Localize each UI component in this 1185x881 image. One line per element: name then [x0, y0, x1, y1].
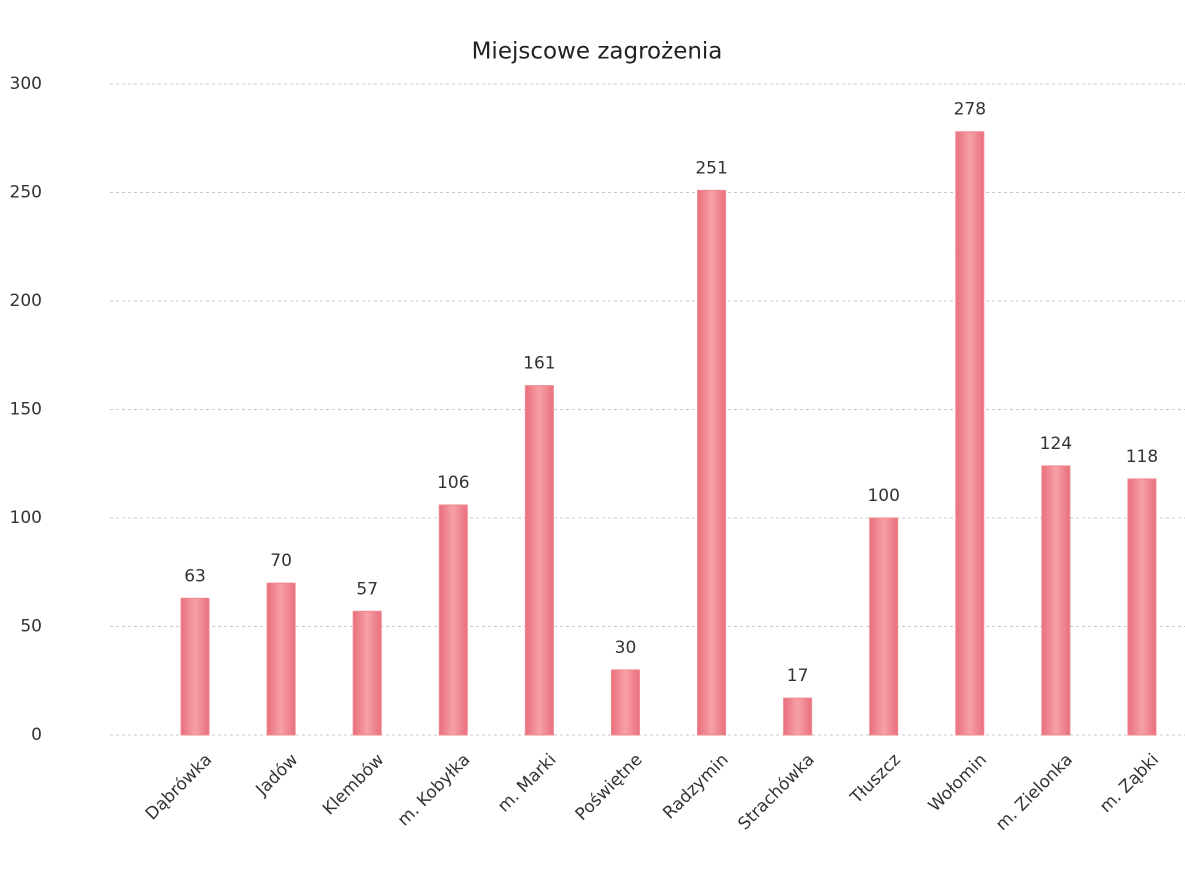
x-tick-label: m. Zielonka: [992, 750, 1077, 835]
x-tick-label: Jadów: [252, 750, 303, 801]
bar: [266, 582, 296, 736]
x-tick-label: Strachówka: [734, 750, 818, 834]
y-tick-label: 300: [10, 74, 42, 94]
bar: [955, 131, 985, 736]
bar: [783, 697, 813, 736]
x-tick-label: Dąbrówka: [142, 750, 216, 824]
y-tick-label: 100: [10, 508, 42, 528]
data-label: 278: [954, 100, 986, 120]
y-tick-label: 150: [10, 400, 42, 420]
data-label: 57: [356, 579, 378, 599]
bar: [1041, 465, 1071, 736]
x-tick-label: Poświętne: [572, 750, 647, 825]
data-label: 100: [867, 486, 899, 506]
bar: [438, 504, 468, 736]
x-tick-label: m. Kobyłka: [394, 750, 474, 830]
data-label: 251: [695, 158, 727, 178]
bar: [697, 189, 727, 736]
chart-title: Miejscowe zagrożenia: [472, 39, 723, 65]
data-label: 17: [787, 666, 809, 686]
y-tick-label: 0: [31, 725, 42, 745]
data-label: 124: [1040, 434, 1072, 454]
data-label: 70: [270, 551, 292, 571]
x-tick-label: Radzymin: [659, 750, 732, 823]
data-label: 118: [1126, 447, 1158, 467]
bar: [352, 610, 382, 736]
x-tick-label: Klembów: [319, 750, 388, 819]
y-tick-label: 200: [10, 291, 42, 311]
data-label: 161: [523, 354, 555, 374]
data-label: 30: [615, 638, 637, 658]
y-tick-label: 250: [10, 183, 42, 203]
bar: [610, 669, 640, 736]
x-tick-label: Tłuszcz: [846, 750, 905, 809]
data-label: 106: [437, 473, 469, 493]
x-tick-label: Wołomin: [925, 750, 991, 816]
x-tick-label: m. Ząbki: [1096, 750, 1163, 817]
x-tick-label: m. Marki: [494, 750, 560, 816]
bar: [180, 597, 210, 736]
bar: [1127, 478, 1157, 736]
bar: [869, 517, 899, 736]
y-tick-label: 50: [20, 617, 42, 637]
data-label: 63: [184, 566, 206, 586]
bar: [524, 385, 554, 736]
